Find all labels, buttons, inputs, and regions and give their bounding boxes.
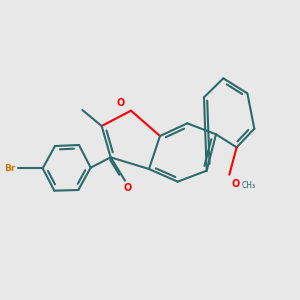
Text: O: O [116, 98, 124, 108]
Text: O: O [232, 179, 240, 189]
Text: O: O [123, 183, 132, 193]
Text: Br: Br [4, 164, 16, 173]
Text: CH₃: CH₃ [242, 181, 256, 190]
